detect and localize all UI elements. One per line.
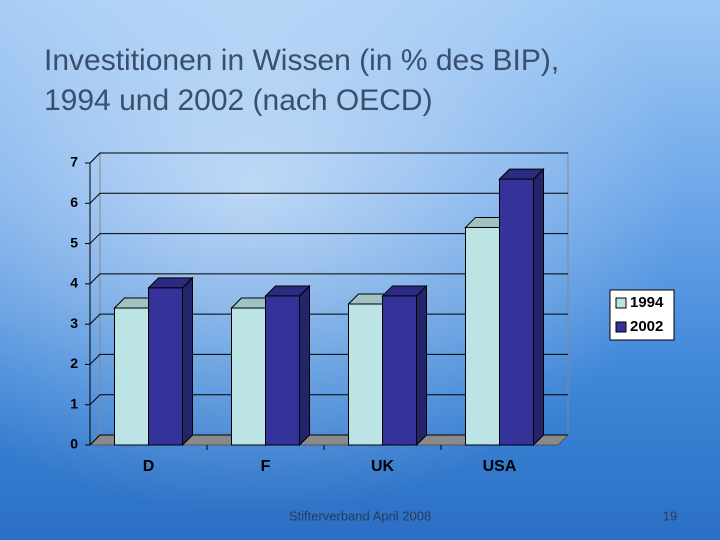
- legend-swatch: [615, 321, 627, 333]
- y-tick-label: 3: [70, 315, 78, 331]
- x-tick-label: UK: [371, 458, 395, 475]
- bar: [114, 307, 149, 446]
- grid-line: [89, 273, 568, 285]
- grid-line: [89, 233, 568, 244]
- grid-line: [89, 152, 568, 164]
- x-tick-label: USA: [483, 458, 517, 475]
- legend-label: 1994: [630, 294, 664, 311]
- bar: [265, 295, 300, 446]
- y-tick-label: 5: [70, 234, 78, 250]
- bar-side: [533, 167, 544, 447]
- bar-side: [182, 276, 193, 447]
- x-tick-label: D: [143, 458, 155, 475]
- bar: [231, 307, 266, 446]
- bar: [499, 178, 534, 446]
- bar: [148, 287, 183, 446]
- y-tick-label: 4: [70, 275, 78, 291]
- footer: Stifterverband April 2008: [289, 508, 431, 523]
- title-line: 1994 und 2002 (nach OECD): [44, 84, 433, 117]
- chart: 0 1 2 3 4 5 6 7 D F UK USA 1994 2002: [70, 151, 675, 475]
- bar: [348, 303, 383, 446]
- bar: [465, 226, 500, 446]
- bar-side: [299, 284, 310, 447]
- title-line: Investitionen in Wissen (in % des BIP),: [44, 44, 559, 77]
- bar-side: [416, 284, 427, 447]
- x-tick-label: F: [261, 458, 271, 475]
- grid-line: [89, 192, 568, 204]
- y-tick-label: 0: [70, 436, 78, 452]
- legend-label: 2002: [630, 318, 663, 335]
- y-tick-label: 6: [70, 194, 78, 210]
- bar: [382, 295, 417, 446]
- y-tick-label: 1: [70, 395, 78, 411]
- y-tick-label: 2: [70, 355, 78, 371]
- page-number: 19: [663, 508, 677, 523]
- y-tick-label: 7: [70, 154, 78, 170]
- legend-swatch: [615, 297, 627, 309]
